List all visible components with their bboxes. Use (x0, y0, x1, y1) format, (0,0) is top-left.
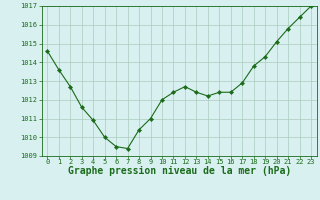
X-axis label: Graphe pression niveau de la mer (hPa): Graphe pression niveau de la mer (hPa) (68, 166, 291, 176)
